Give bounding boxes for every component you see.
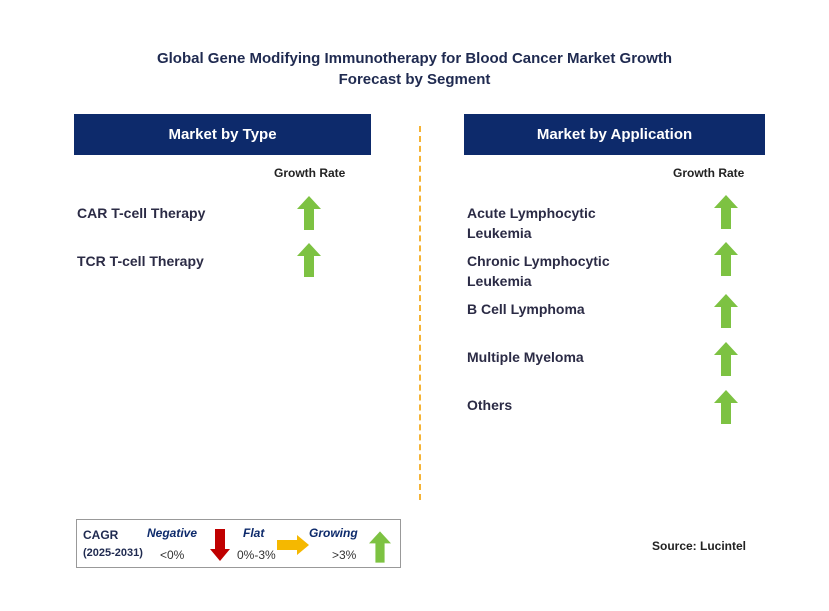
- chart-title: Global Gene Modifying Immunotherapy for …: [0, 48, 829, 90]
- up-arrow-icon: [714, 342, 738, 376]
- up-arrow-icon: [714, 294, 738, 328]
- application-item-cll: Chronic Lymphocytic Leukemia: [467, 253, 610, 289]
- legend-growing-range: >3%: [332, 548, 357, 562]
- type-item-car-t: CAR T-cell Therapy: [77, 205, 206, 221]
- type-header: Market by Type: [74, 114, 371, 155]
- legend-period: (2025-2031): [83, 547, 143, 559]
- application-item-multiple-myeloma: Multiple Myeloma: [467, 349, 584, 365]
- type-item-tcr-t: TCR T-cell Therapy: [77, 253, 204, 269]
- application-item-others: Others: [467, 397, 513, 413]
- application-header: Market by Application: [464, 114, 765, 155]
- right-arrow-icon: [277, 535, 309, 555]
- legend-flat-label: Flat: [243, 526, 265, 540]
- up-arrow-icon: [714, 195, 738, 229]
- up-arrow-icon: [297, 196, 321, 230]
- up-arrow-icon: [714, 390, 738, 424]
- application-growth-rate-label: Growth Rate: [673, 166, 745, 180]
- divider-line: [419, 126, 421, 500]
- title-line-1: Global Gene Modifying Immunotherapy for …: [156, 50, 673, 67]
- up-arrow-icon: [369, 531, 391, 563]
- cagr-legend: CAGR (2025-2031) Negative <0% Flat 0%-3%…: [76, 519, 401, 568]
- type-growth-rate-label: Growth Rate: [274, 166, 346, 180]
- legend-negative-range: <0%: [160, 548, 185, 562]
- up-arrow-icon: [714, 242, 738, 276]
- legend-negative-label: Negative: [147, 526, 198, 540]
- legend-flat-range: 0%-3%: [237, 548, 276, 562]
- up-arrow-icon: [297, 243, 321, 277]
- title-line-2: Forecast by Segment: [338, 71, 491, 88]
- application-item-b-cell-lymphoma: B Cell Lymphoma: [467, 301, 585, 317]
- down-arrow-icon: [210, 529, 230, 561]
- legend-cagr-label: CAGR: [83, 528, 119, 542]
- application-item-all: Acute Lymphocytic Leukemia: [467, 205, 596, 241]
- legend-growing-label: Growing: [309, 526, 358, 540]
- source-label: Source: Lucintel: [652, 539, 747, 553]
